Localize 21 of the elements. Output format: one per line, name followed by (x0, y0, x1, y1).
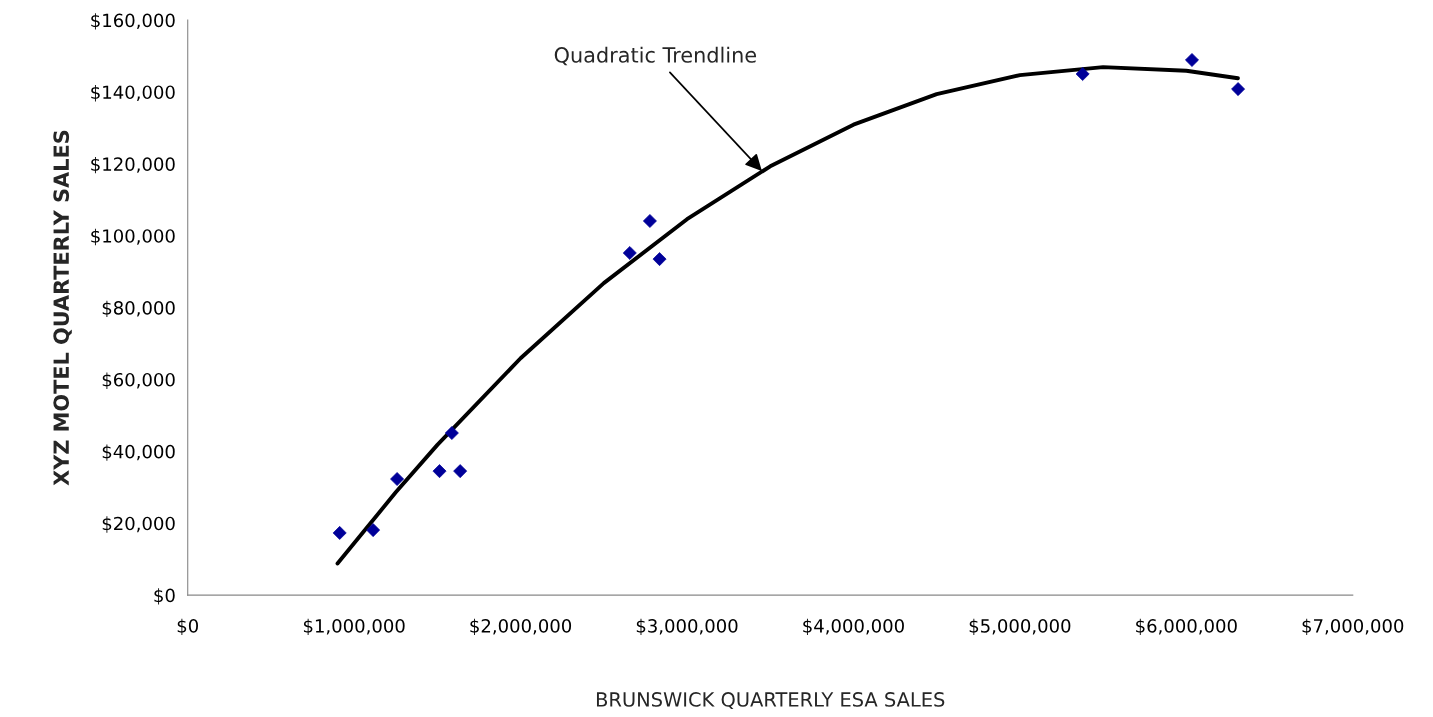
y-tick-label: $20,000 (102, 516, 175, 533)
line-series (335, 65, 1240, 566)
x-tick-label: $3,000,000 (636, 618, 738, 636)
y-tick-label: $160,000 (91, 13, 175, 30)
x-tick-label: $0 (177, 618, 199, 636)
y-tick-label: $120,000 (91, 156, 175, 174)
y-tick-label: $140,000 (91, 85, 175, 102)
x-tick-label: $7,000,000 (1302, 618, 1404, 636)
y-axis-title: XYZ MOTEL QUARTERLY SALES (53, 130, 72, 486)
annotation: Quadratic Trendline (554, 46, 757, 66)
x-tick-label: $4,000,000 (803, 618, 904, 636)
y-tick-label: $60,000 (102, 372, 175, 389)
x-tick-label: $6,000,000 (1136, 618, 1237, 636)
x-tick-label: $1,000,000 (303, 618, 405, 636)
x-tick-label: $2,000,000 (470, 618, 572, 636)
y-tick-label: $40,000 (102, 444, 175, 461)
y-tick-label: $100,000 (91, 228, 175, 246)
y-tick-label: $80,000 (102, 300, 175, 318)
x-tick-label: $5,000,000 (969, 618, 1071, 636)
x-axis-title: BRUNSWICK QUARTERLY ESA SALES (596, 692, 945, 710)
y-tick-label: $0 (154, 588, 175, 605)
